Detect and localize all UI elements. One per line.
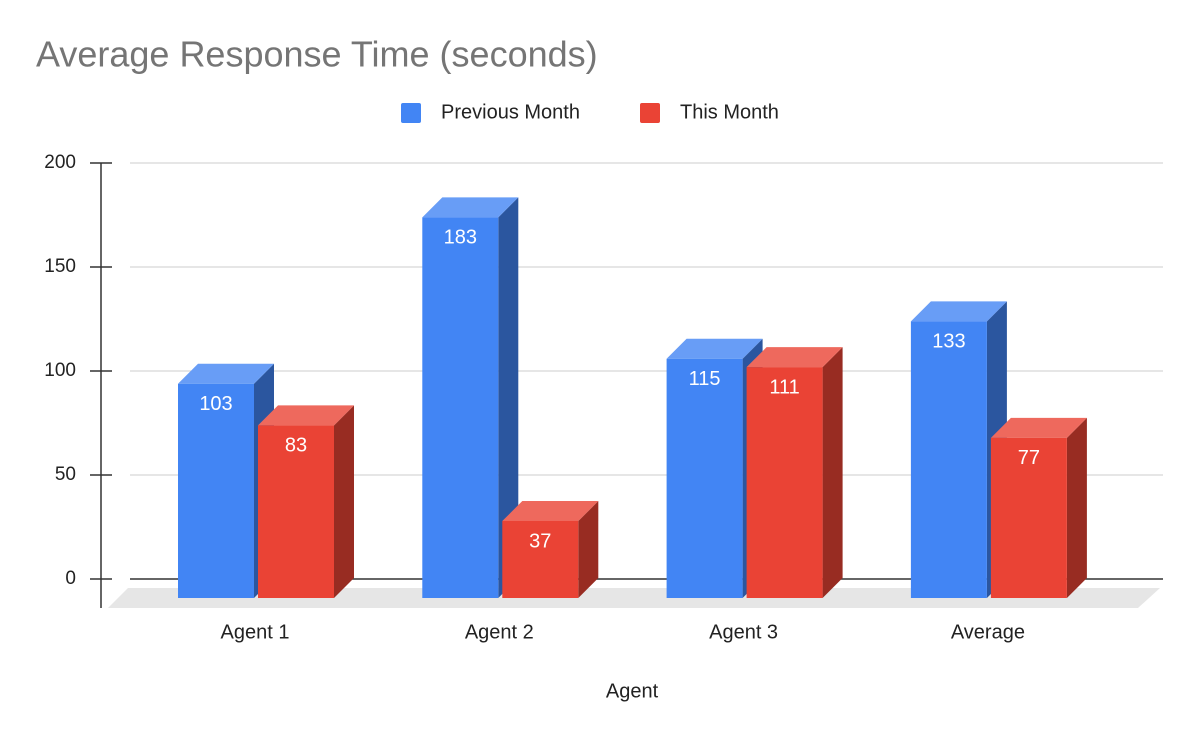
bar-top — [422, 197, 519, 218]
y-tick-label: 100 — [44, 360, 76, 381]
x-tick-label: Agent 2 — [465, 621, 534, 643]
bar-top — [990, 417, 1087, 438]
bar — [502, 501, 599, 598]
bar — [258, 405, 354, 598]
bar-side — [498, 197, 519, 599]
x-tick-label: Agent 3 — [709, 621, 778, 643]
value-label: 111 — [769, 376, 799, 398]
bar-front — [422, 217, 499, 599]
y-tick-label: 50 — [55, 464, 76, 485]
floor — [108, 588, 1160, 608]
bar-top — [910, 301, 1007, 322]
bar-top — [666, 338, 763, 359]
y-tick-label: 150 — [44, 256, 76, 277]
bar-top — [178, 363, 274, 384]
bar-front — [666, 358, 743, 598]
bar-side — [1066, 417, 1087, 598]
value-label: 37 — [529, 530, 551, 552]
bar-front — [258, 425, 334, 598]
value-label: 183 — [444, 227, 477, 249]
value-label: 103 — [199, 393, 232, 415]
bar-front — [990, 437, 1067, 598]
x-tick-label: Average — [951, 621, 1025, 643]
x-tick-label: Agent 1 — [221, 621, 290, 643]
bar-front — [910, 321, 987, 598]
bar-side — [578, 501, 599, 598]
bar-front — [746, 367, 823, 598]
bar-top — [258, 405, 354, 426]
x-axis-title: Agent — [606, 680, 659, 702]
legend-swatch — [401, 103, 421, 123]
value-label: 83 — [285, 435, 307, 457]
value-label: 115 — [689, 368, 721, 390]
bar-front — [178, 383, 254, 598]
legend-swatch — [640, 103, 660, 123]
bar-top — [502, 501, 599, 522]
y-tick-label: 0 — [65, 568, 76, 589]
bar-top — [746, 347, 843, 368]
bar-side — [334, 405, 354, 598]
bar-side — [822, 347, 843, 598]
bar-front — [502, 521, 579, 598]
bar — [422, 197, 519, 599]
value-label: 133 — [932, 331, 965, 353]
bar — [990, 417, 1087, 598]
legend-label: Previous Month — [441, 101, 580, 123]
bar — [746, 347, 843, 598]
value-label: 77 — [1018, 447, 1040, 469]
legend-label: This Month — [680, 101, 779, 123]
chart-title: Average Response Time (seconds) — [36, 34, 598, 75]
y-tick-label: 200 — [44, 152, 76, 173]
